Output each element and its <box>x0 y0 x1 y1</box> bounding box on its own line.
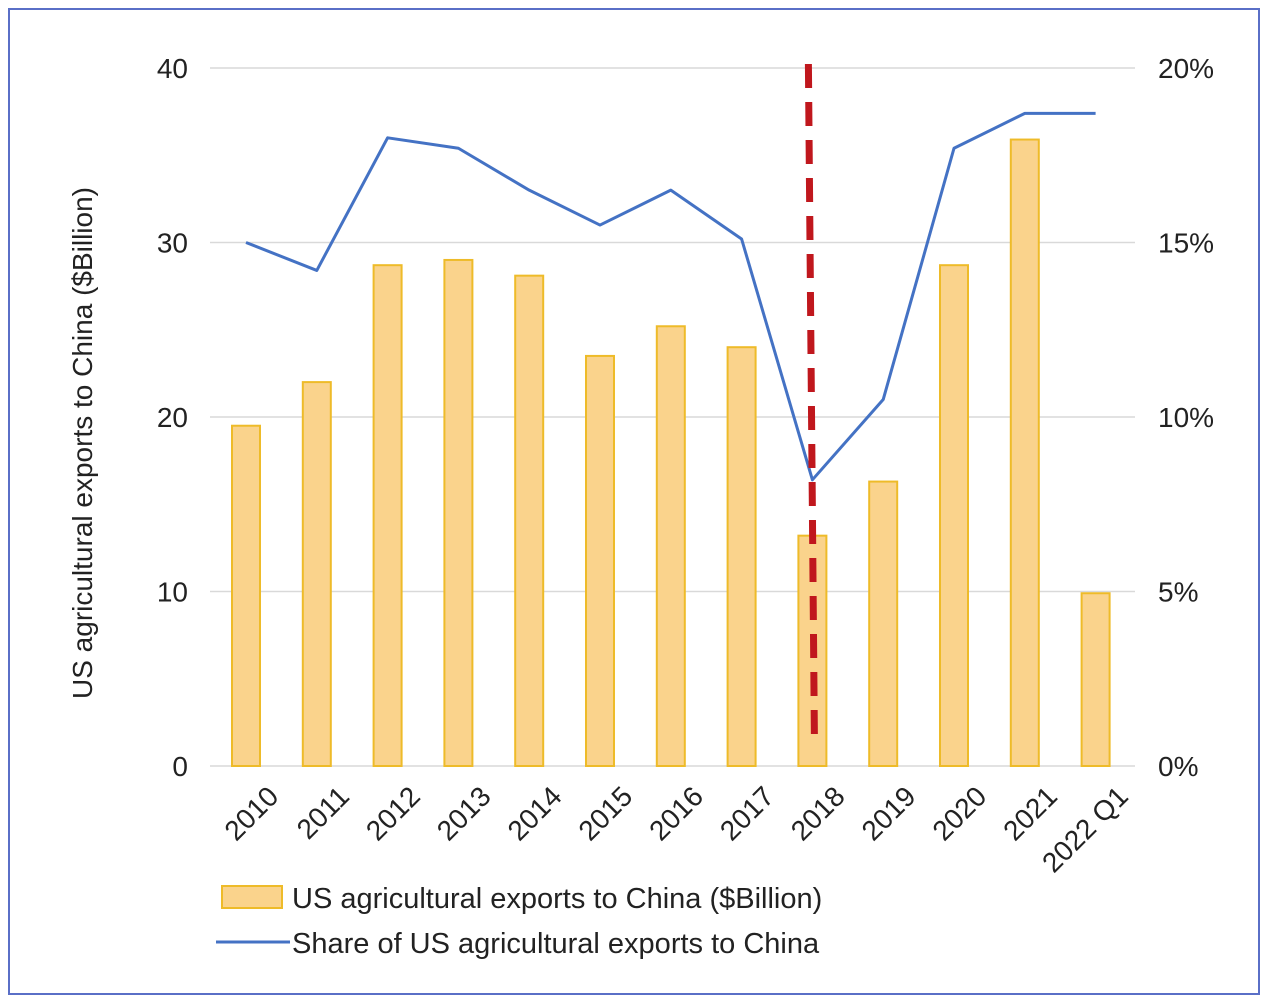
y-tick-label: 30 <box>157 228 188 259</box>
y-axis-right-ticks: 0% 5% 10% 15% 20% <box>1158 53 1214 782</box>
bar <box>1080 592 1111 767</box>
bar <box>372 264 403 767</box>
bar <box>1009 138 1040 768</box>
y-tick-label: 10 <box>157 577 188 608</box>
legend-swatch-bar <box>221 885 283 909</box>
y-axis-label: US agricultural exports to China ($Billi… <box>67 187 98 699</box>
chart: 0 10 20 30 40 0% 5% 10% 15% 20% 2010 2011 2012 2013… <box>67 53 1214 960</box>
bar <box>726 346 757 767</box>
x-axis-ticks: 2010 2011 2012 2013 2014 2015 2016 2017 2018 2019… <box>218 780 1134 878</box>
y2-tick-label: 0% <box>1158 751 1198 782</box>
x-tick-label: 2011 <box>291 780 356 845</box>
x-tick-label: 2019 <box>856 780 922 846</box>
y-tick-label: 40 <box>157 53 188 84</box>
x-tick-label: 2016 <box>643 780 709 846</box>
x-tick-label: 2021 <box>997 780 1063 846</box>
bar-series <box>231 138 1111 768</box>
y2-tick-label: 5% <box>1158 577 1198 608</box>
legend-label-line: Share of US agricultural exports to Chin… <box>292 928 820 960</box>
bar <box>655 325 686 767</box>
bar <box>231 424 261 767</box>
y2-tick-label: 10% <box>1158 402 1214 433</box>
x-tick-label: 2014 <box>502 780 568 846</box>
x-tick-label: 2012 <box>360 780 426 846</box>
share-line <box>245 111 1096 482</box>
bar <box>939 264 969 767</box>
y-axis-left-ticks: 0 10 20 30 40 <box>157 53 188 782</box>
bar <box>585 354 615 767</box>
y-tick-label: 0 <box>172 751 188 782</box>
bar <box>301 381 332 767</box>
x-tick-label: 2013 <box>431 780 497 846</box>
legend-label-bar: US agricultural exports to China ($Billi… <box>292 883 822 915</box>
y2-tick-label: 20% <box>1158 53 1214 84</box>
chart-frame: 0 10 20 30 40 0% 5% 10% 15% 20% 2010 2011 2012 2013… <box>8 8 1260 995</box>
x-tick-label: 2017 <box>714 780 780 846</box>
bar <box>868 480 899 767</box>
x-tick-label: 2018 <box>785 780 851 846</box>
x-tick-label: 2020 <box>926 780 992 846</box>
y-tick-label: 20 <box>157 402 188 433</box>
x-tick-label: 2010 <box>218 780 284 846</box>
bar <box>443 258 474 767</box>
bar <box>514 274 545 767</box>
y2-tick-label: 15% <box>1158 228 1214 259</box>
x-tick-label: 2015 <box>572 780 638 846</box>
line-series <box>245 111 1096 482</box>
legend: US agricultural exports to China ($Billi… <box>216 883 822 960</box>
